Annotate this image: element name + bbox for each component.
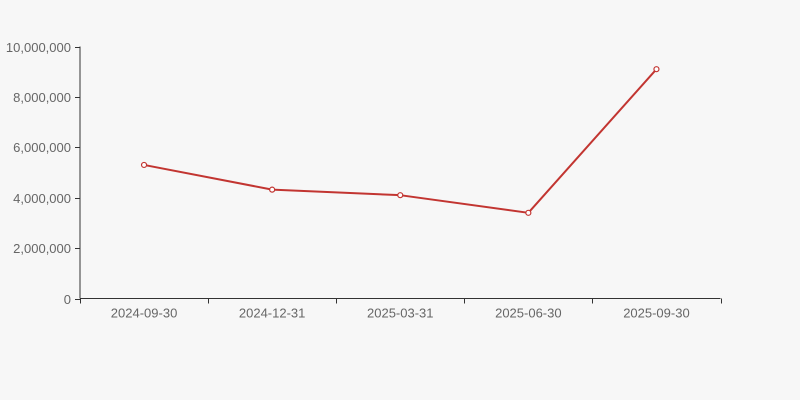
y-axis-tick-label: 0 [64, 292, 71, 307]
y-axis-tick-label: 6,000,000 [13, 140, 71, 155]
data-point-marker[interactable] [397, 192, 404, 199]
y-axis-tick-label: 10,000,000 [6, 40, 71, 55]
x-axis-tick-label: 2025-03-31 [367, 306, 434, 321]
x-axis-tick-label: 2024-09-30 [111, 306, 178, 321]
data-point-marker[interactable] [653, 66, 660, 73]
y-axis-tick-label: 2,000,000 [13, 241, 71, 256]
y-axis-tick-label: 4,000,000 [13, 191, 71, 206]
data-point-marker[interactable] [140, 161, 148, 169]
y-axis-tick-label: 8,000,000 [13, 90, 71, 105]
data-point-marker[interactable] [525, 209, 532, 216]
x-axis-tick-label: 2024-12-31 [239, 306, 306, 321]
x-axis-tick-label: 2025-09-30 [623, 306, 690, 321]
x-axis-tick-label: 2025-06-30 [495, 306, 562, 321]
data-point-marker[interactable] [269, 186, 276, 193]
